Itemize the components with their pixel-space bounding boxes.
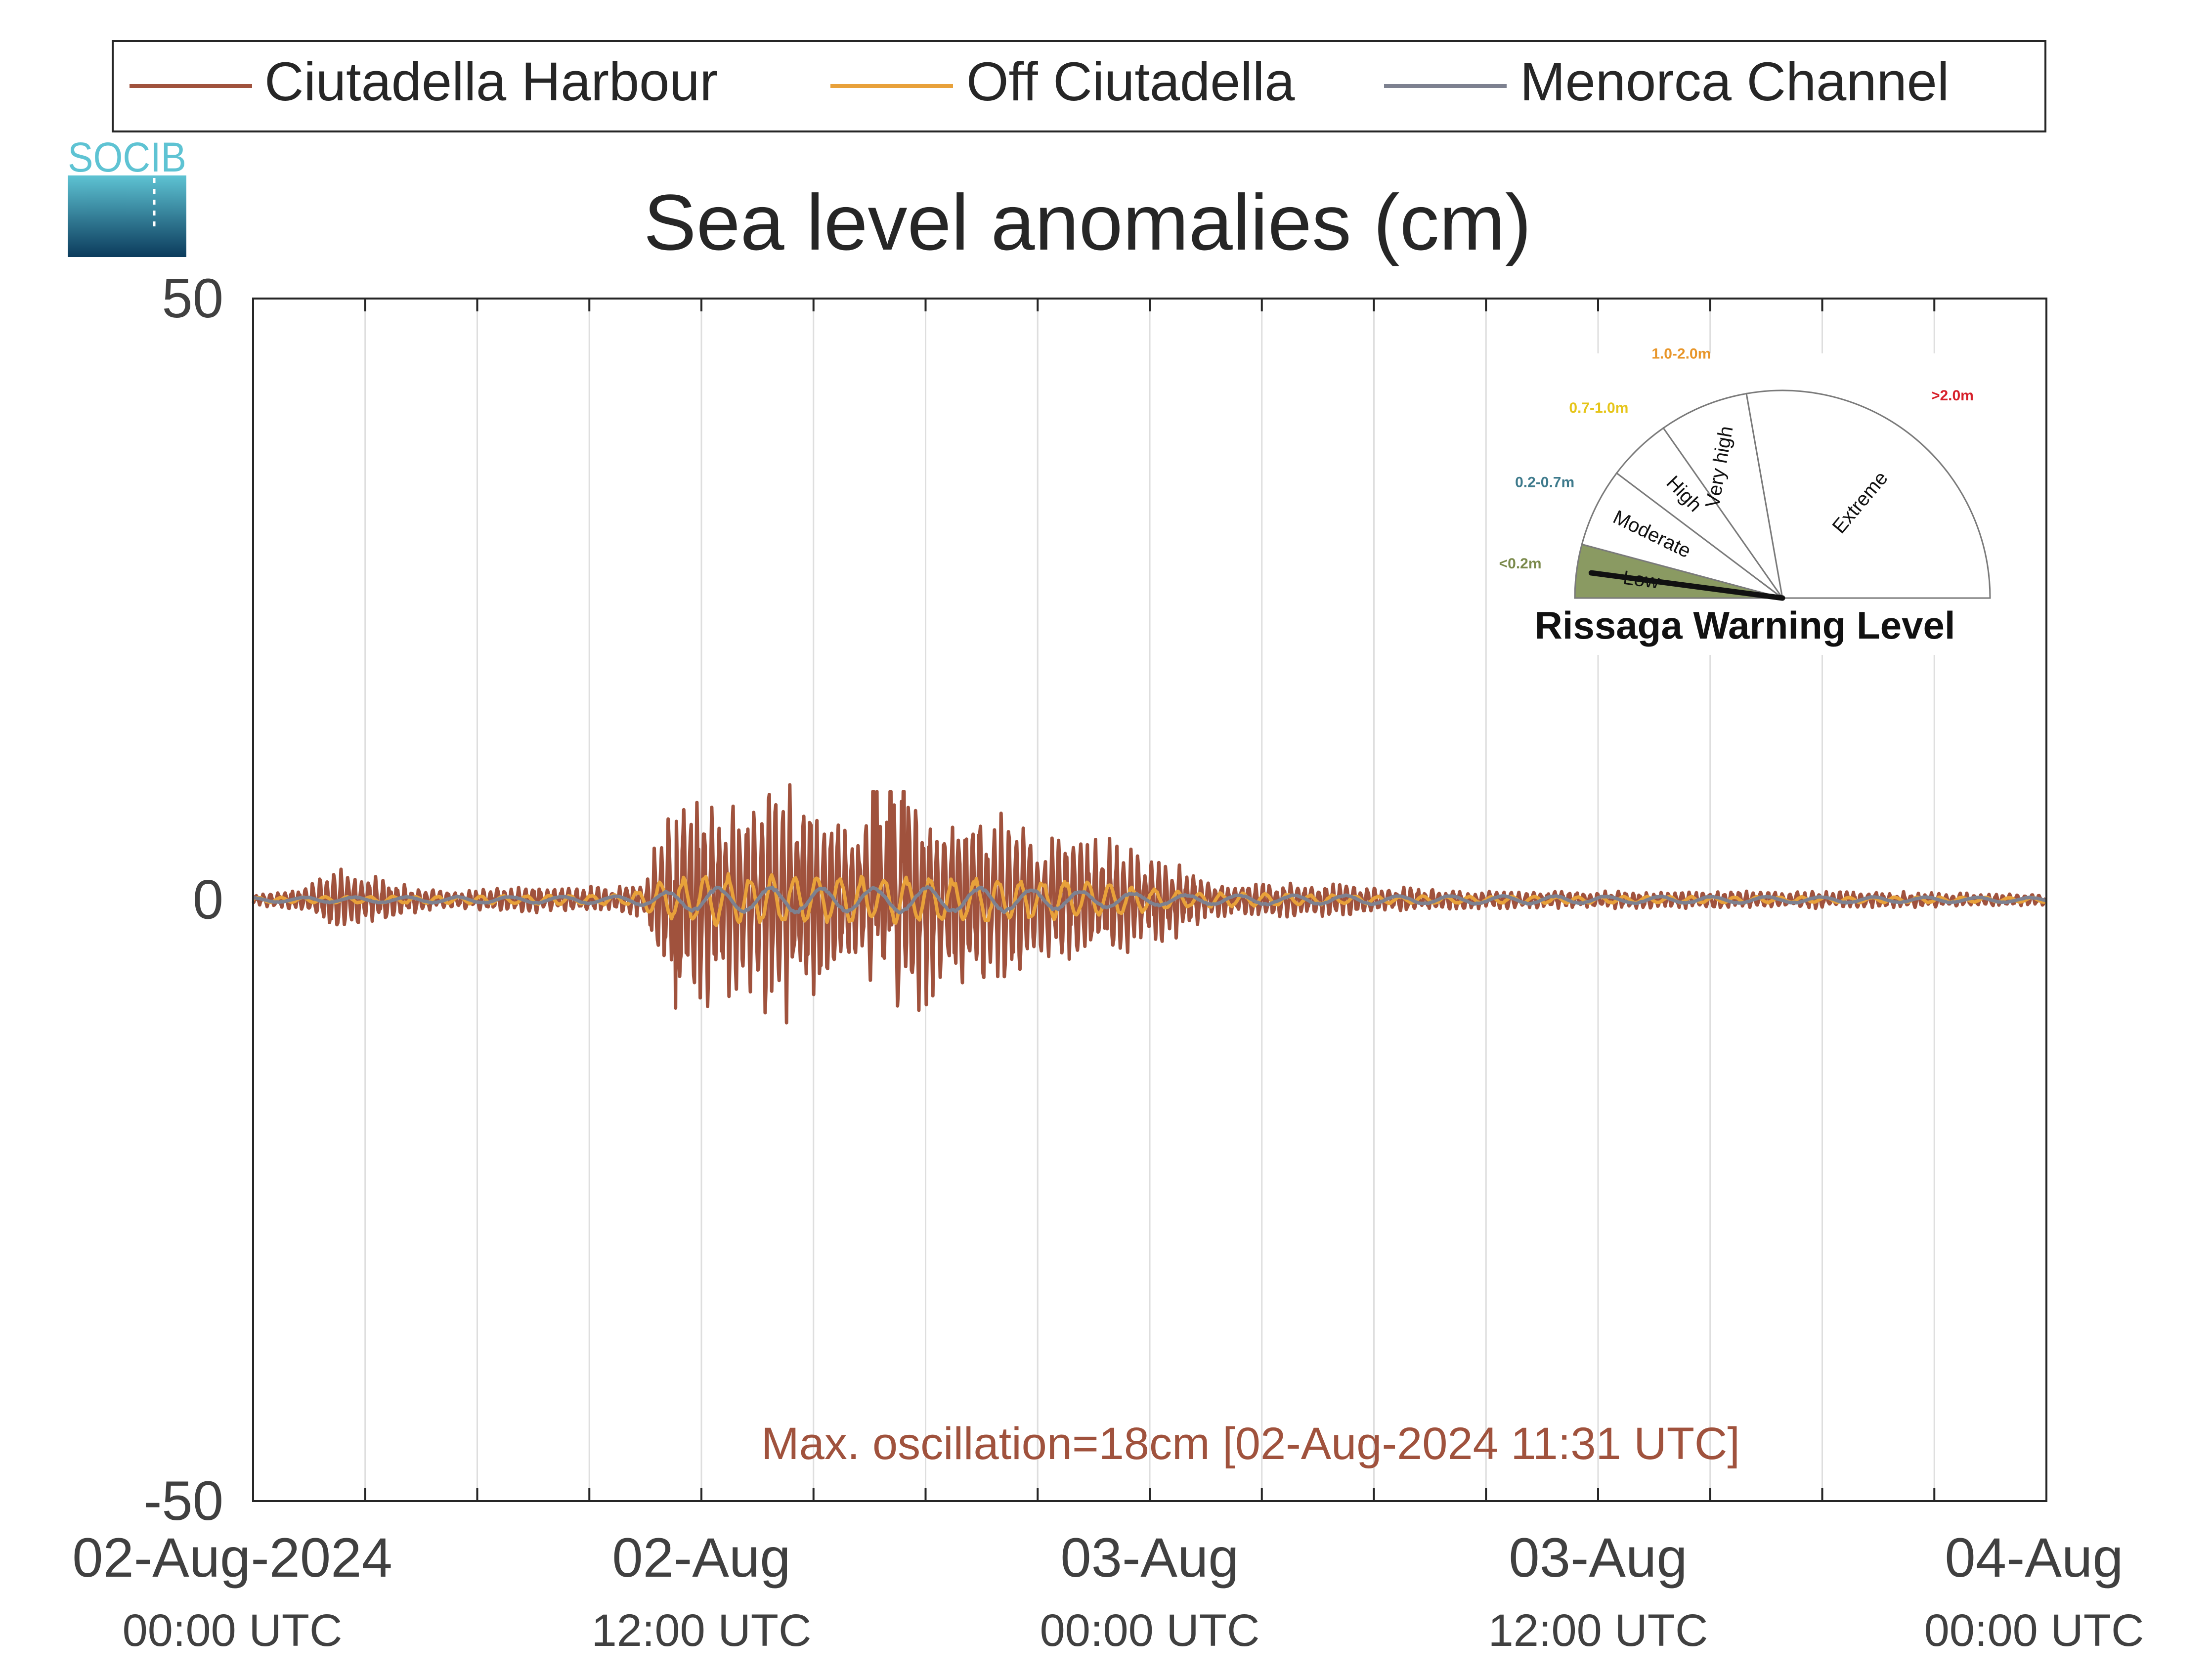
gauge-range-label: 0.2-0.7m [1515,474,1574,490]
gauge-range-label: 0.7-1.0m [1569,400,1628,416]
y-tick-label: 0 [193,869,223,931]
x-tick-time-label: 00:00 UTC [123,1605,343,1656]
x-tick-time-label: 00:00 UTC [1924,1605,2144,1656]
max-oscillation-annotation: Max. oscillation=18cm [02-Aug-2024 11:31… [761,1419,1740,1469]
legend-label-menorca-channel: Menorca Channel [1520,51,1949,112]
y-tick-label: 50 [162,267,223,329]
legend-label-off-ciutadella: Off Ciutadella [966,51,1295,112]
series-line-menorca-channel [253,885,2047,915]
x-tick-date-label: 02-Aug-2024 [72,1527,392,1589]
gauge-needle [1588,570,1785,601]
series-line-ciutadella-harbour [252,783,2047,1025]
x-tick-date-label: 03-Aug [1509,1527,1687,1589]
x-axis-ticks [253,299,2046,1501]
chart-title: Sea level anomalies (cm) [644,178,1531,266]
gauge-range-label: <0.2m [1499,556,1542,572]
legend-box [112,40,2046,132]
legend: Ciutadella Harbour Off Ciutadella Menorc… [112,40,2046,132]
socib-logo-block [68,175,186,257]
gauge-range-label: >2.0m [1931,387,1974,404]
gauge-sector-moderate [1581,472,1783,599]
series-layer [252,783,2048,1025]
socib-logo-text: SOCIB [68,134,186,180]
x-tick-date-label: 04-Aug [1945,1527,2123,1589]
x-axis-tick-labels: 02-Aug-2024 00:00 UTC 02-Aug 12:00 UTC 03-Au… [72,1527,2144,1656]
gauge-range-labels: <0.2m 0.2-0.7m 0.7-1.0m 1.0-2.0m >2.0m [1499,346,1974,572]
x-tick-date-label: 02-Aug [612,1527,790,1589]
gauge-range-label: 1.0-2.0m [1651,346,1711,362]
gauge-sector-very-high [1662,392,1783,599]
x-tick-time-label: 12:00 UTC [592,1605,812,1656]
gauge-sector-extreme [1745,389,1991,599]
y-tick-label: -50 [143,1470,223,1532]
y-axis-tick-labels: -50 0 50 [143,267,223,1532]
axes-frame [252,298,2047,1502]
x-tick-date-label: 03-Aug [1060,1527,1239,1589]
legend-label-ciutadella-harbour: Ciutadella Harbour [264,51,718,112]
socib-logo: SOCIB [68,134,186,257]
x-tick-time-label: 12:00 UTC [1488,1605,1708,1656]
x-tick-time-label: 00:00 UTC [1040,1605,1260,1656]
gauge-title: Rissaga Warning Level [1534,603,1955,647]
